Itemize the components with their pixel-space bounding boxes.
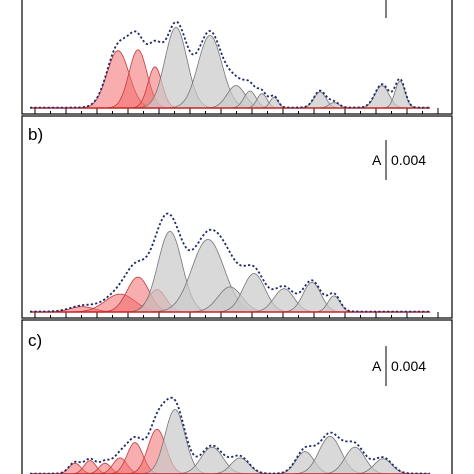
scale-label: A	[372, 152, 382, 168]
envelope-line	[30, 212, 430, 313]
red-peak-2	[30, 460, 430, 474]
panel-label: b)	[28, 125, 43, 144]
panel-c: c) A 0.004	[21, 319, 453, 474]
grey-peak-9	[30, 457, 430, 474]
scale-value: 0.004	[391, 358, 426, 374]
panel-label: c)	[28, 331, 42, 350]
panel-a	[21, 0, 453, 115]
grey-peak-12	[30, 446, 430, 474]
grey-peak-13	[30, 458, 430, 474]
red-peak-5	[30, 442, 430, 474]
red-peak-1	[30, 462, 430, 474]
scale-value: 0.004	[391, 152, 426, 168]
envelope-line	[30, 20, 430, 109]
panel-b: b) A 0.004	[21, 115, 453, 319]
scale-label: A	[372, 358, 382, 374]
panel-frame	[21, 319, 453, 474]
panel-frame	[21, 115, 453, 319]
envelope-line	[30, 396, 430, 474]
